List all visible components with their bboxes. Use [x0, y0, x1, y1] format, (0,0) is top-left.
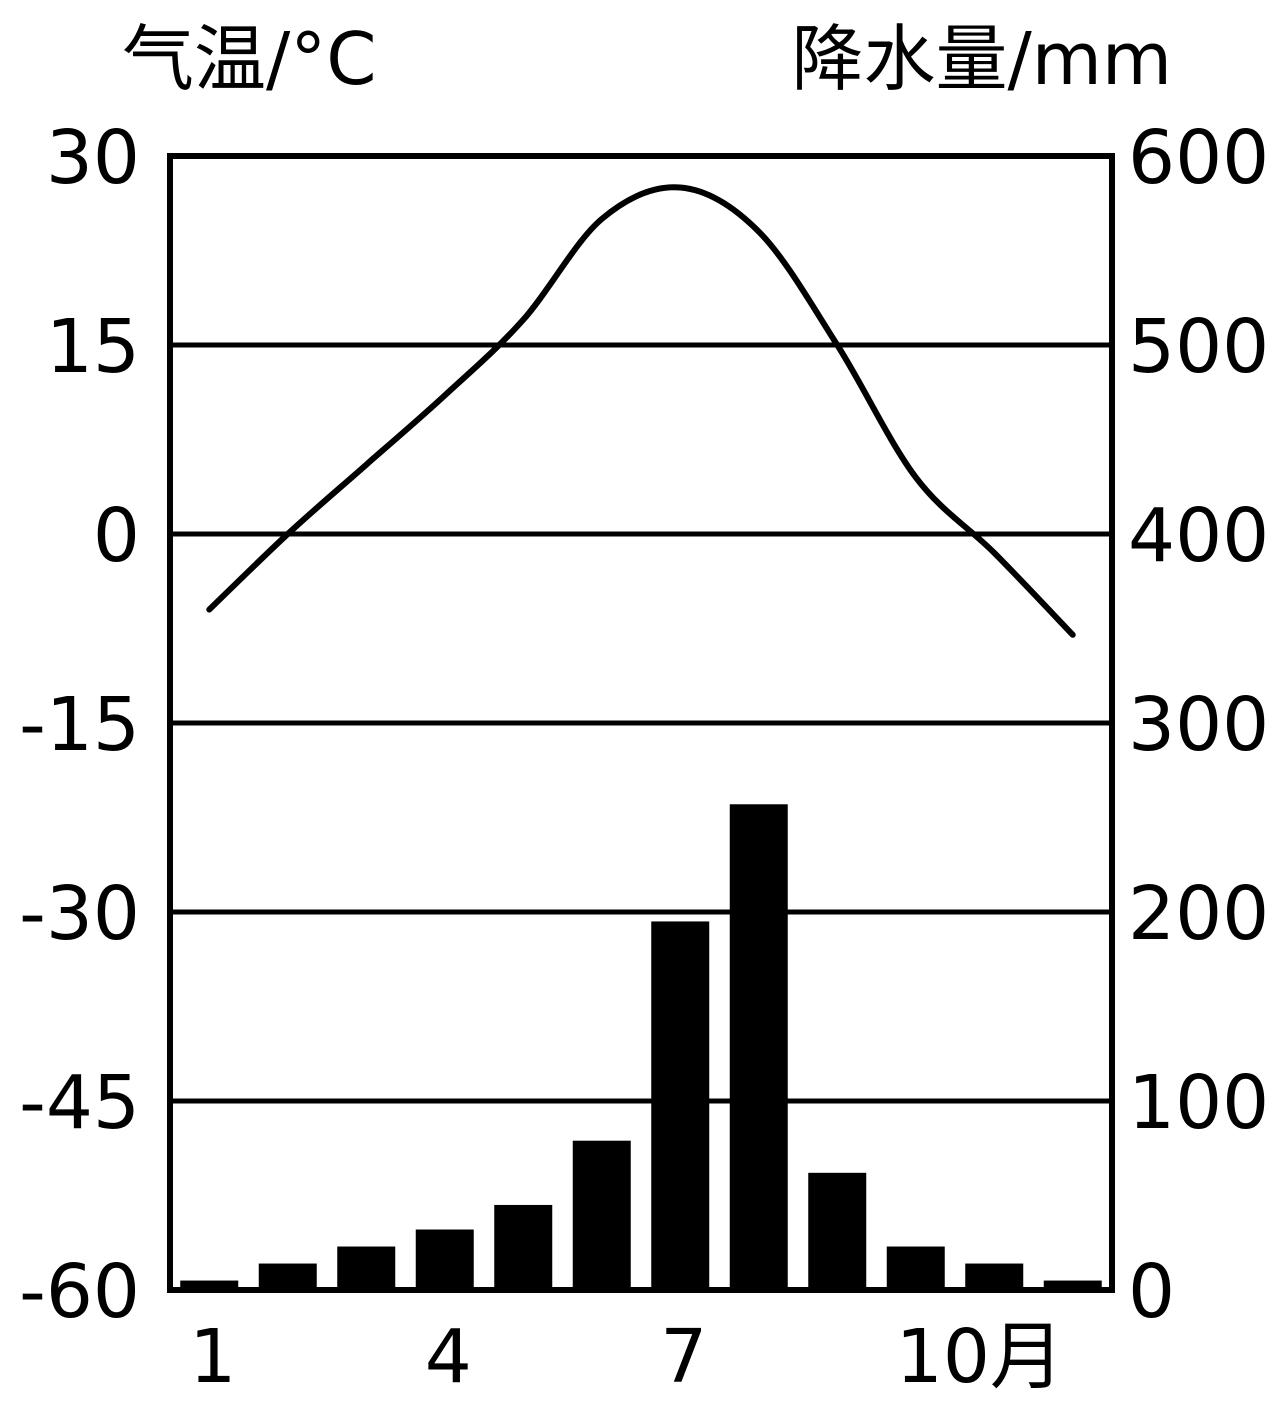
left-tick-label: -15	[19, 682, 140, 768]
precip-bar	[886, 1246, 945, 1290]
left-axis-ticks: 30 15 0 -15 -30 -45 -60	[19, 115, 140, 1335]
right-tick-label: 300	[1128, 682, 1269, 768]
precip-bar	[180, 1280, 239, 1290]
x-tick-label: 4	[425, 1314, 472, 1400]
x-tick-label: 1	[189, 1314, 236, 1400]
precip-bar	[572, 1140, 631, 1290]
plot-frame	[167, 153, 1115, 1293]
temperature-line	[206, 184, 1076, 638]
right-tick-label: 100	[1128, 1060, 1269, 1146]
precip-bar	[415, 1229, 474, 1290]
right-tick-label: 400	[1128, 493, 1269, 579]
precip-bar	[808, 1172, 867, 1290]
precip-bar	[729, 804, 788, 1290]
right-tick-label: 500	[1128, 304, 1269, 390]
left-tick-label: -60	[19, 1249, 140, 1335]
left-axis-title: 气温/°C	[122, 17, 377, 101]
precip-bar	[337, 1246, 396, 1290]
left-tick-label: 15	[46, 304, 140, 390]
left-tick-label: -45	[19, 1060, 140, 1146]
right-axis-title: 降水量/mm	[791, 17, 1172, 101]
precip-bar	[651, 921, 710, 1290]
gridlines	[170, 342, 1112, 1104]
x-axis-ticks: 1 4 7 10月	[189, 1314, 1064, 1400]
left-tick-label: 0	[93, 493, 140, 579]
right-tick-label: 200	[1128, 871, 1269, 957]
left-tick-label: 30	[46, 115, 140, 201]
right-axis-ticks: 600 500 400 300 200 100 0	[1128, 115, 1269, 1335]
x-tick-label: 10月	[896, 1314, 1064, 1400]
precip-bar	[1043, 1280, 1102, 1290]
right-tick-label: 600	[1128, 115, 1269, 201]
left-tick-label: -30	[19, 871, 140, 957]
precip-bar	[258, 1263, 317, 1290]
right-tick-label: 0	[1128, 1249, 1175, 1335]
precip-bar	[494, 1204, 553, 1290]
precip-bar	[965, 1263, 1024, 1290]
x-tick-label: 7	[660, 1314, 707, 1400]
precipitation-bars	[180, 804, 1102, 1290]
